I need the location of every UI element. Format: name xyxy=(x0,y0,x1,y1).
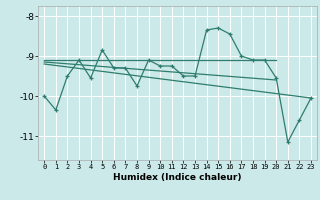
X-axis label: Humidex (Indice chaleur): Humidex (Indice chaleur) xyxy=(113,173,242,182)
